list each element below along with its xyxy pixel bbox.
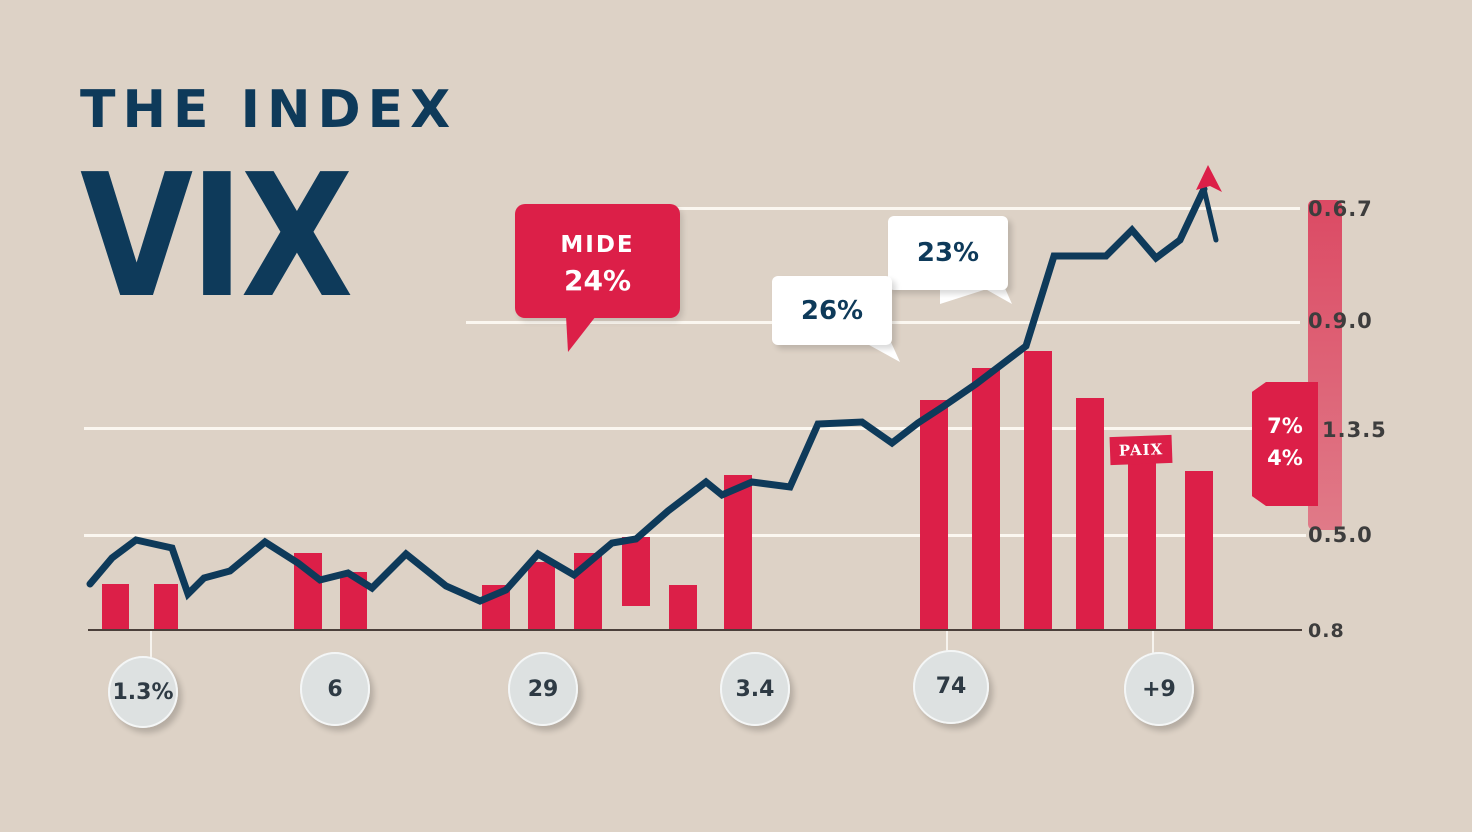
bar	[528, 562, 555, 630]
x-marker-value: 74	[935, 674, 967, 699]
x-marker-value: 29	[527, 676, 559, 702]
x-marker-value: 1.3%	[112, 679, 174, 705]
bar	[102, 584, 129, 630]
gridline-3	[84, 427, 1252, 430]
bar	[724, 475, 752, 630]
callout-mide-tail	[566, 316, 596, 352]
y-label: 0.8	[1308, 620, 1345, 642]
bar-floating	[622, 537, 650, 606]
bar	[669, 585, 697, 630]
x-tick	[150, 631, 152, 659]
callout-mide: MIDE 24%	[515, 204, 680, 318]
bar	[972, 368, 1000, 630]
bar	[1024, 351, 1052, 630]
callout-side-tag: 7% 4%	[1252, 382, 1318, 506]
vix-line	[86, 185, 1208, 605]
x-marker-value: 3.4	[735, 676, 775, 702]
bar	[1185, 471, 1213, 630]
x-marker: 3.4	[720, 652, 790, 726]
x-marker: 6	[300, 652, 370, 726]
x-marker: 74	[913, 650, 989, 724]
bar	[920, 400, 948, 630]
x-marker: 29	[508, 652, 578, 726]
callout-23: 23%	[888, 216, 1008, 290]
chart-title: VIX	[80, 138, 353, 336]
paix-label: PAIX	[1109, 434, 1173, 466]
callout-23-tail	[940, 286, 1012, 304]
arrow-up-icon	[1196, 165, 1222, 192]
x-marker: 1.3%	[108, 656, 178, 728]
callout-mide-value: 24%	[563, 264, 632, 297]
bar	[1076, 398, 1104, 630]
callout-26-tail	[860, 340, 900, 362]
x-tick	[946, 631, 948, 651]
x-marker-value: 6	[327, 676, 343, 702]
x-marker: +9	[1124, 652, 1194, 726]
y-label: 1.3.5	[1322, 418, 1387, 442]
chart-subtitle: THE INDEX	[80, 80, 458, 140]
callout-mide-label: MIDE	[560, 232, 635, 258]
y-label: 0.9.0	[1308, 309, 1373, 333]
y-label: 0.5.0	[1308, 523, 1373, 547]
bar	[154, 584, 178, 630]
callout-26: 26%	[772, 276, 892, 345]
callout-26-value: 26%	[800, 295, 864, 326]
side-tag-line1: 7%	[1267, 414, 1303, 438]
x-axis-baseline	[88, 629, 1302, 631]
gridline-4	[84, 534, 1306, 537]
x-marker-value: +9	[1142, 676, 1176, 702]
callout-23-value: 23%	[916, 238, 980, 268]
bar	[1128, 462, 1156, 630]
arrow-tail	[1201, 186, 1219, 243]
gridline-1	[676, 207, 1300, 210]
side-tag-line2: 4%	[1267, 446, 1303, 470]
x-tick	[1152, 631, 1154, 655]
y-label: 0.6.7	[1308, 197, 1373, 221]
